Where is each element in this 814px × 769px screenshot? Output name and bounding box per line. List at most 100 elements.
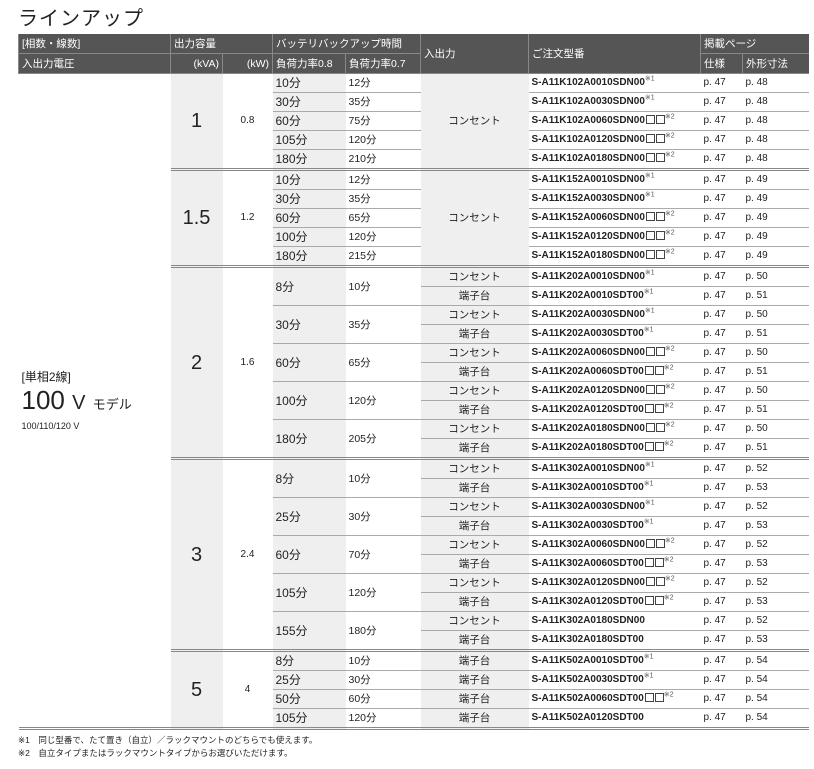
- dim-page-cell: p. 50: [742, 343, 809, 363]
- option-box: [645, 577, 655, 586]
- table-row: 30分 35分 S-A11K152A0030SDN00※1 p. 47 p. 49: [19, 189, 809, 209]
- model-number: S-A11K302A0010SDN00: [531, 463, 645, 474]
- footnote-ref: ※2: [664, 421, 675, 429]
- option-box: [645, 153, 655, 162]
- spec-page-cell: p. 47: [700, 227, 743, 247]
- footnote-ref: ※1: [643, 480, 654, 488]
- model-number: S-A11K152A0060SDN00: [531, 212, 645, 223]
- table-row: 端子台 S-A11K202A0180SDT00 ※2 p. 47 p. 51: [19, 438, 809, 460]
- backup-08-cell: 100分: [272, 227, 346, 247]
- option-box: [644, 693, 654, 702]
- footnote-ref: ※1: [644, 94, 655, 102]
- io-cell: 端子台: [420, 516, 529, 536]
- backup-07-cell: 75分: [345, 111, 421, 131]
- spec-page-cell: p. 47: [700, 73, 743, 93]
- header-pages: 掲載ページ: [699, 34, 809, 54]
- header-subrow: 入出力電圧 (kVA) (kW) 負荷力率0.8 負荷力率0.7 仕様 外形寸法: [18, 53, 809, 74]
- backup-07-cell: 30分: [345, 670, 421, 690]
- model-number: S-A11K152A0030SDN00: [531, 193, 645, 204]
- table-row: 100分 120分 S-A11K152A0120SDN00 ※2 p. 47 p. 49: [19, 227, 809, 247]
- footnote-ref: ※2: [663, 402, 674, 410]
- option-box: [655, 385, 665, 394]
- option-box: [655, 577, 665, 586]
- dim-page-cell: p. 50: [742, 419, 809, 439]
- header-capacity: 出力容量: [170, 34, 273, 54]
- voltage-unit: V: [72, 392, 86, 414]
- spec-page-cell: p. 47: [700, 324, 743, 344]
- model-number: S-A11K302A0180SDN00: [531, 615, 645, 626]
- io-cell: 端子台: [420, 670, 529, 690]
- model-number: S-A11K102A0060SDN00: [531, 115, 645, 126]
- io-cell: コンセント: [420, 497, 529, 517]
- model-number-cell: S-A11K152A0030SDN00※1: [528, 189, 701, 209]
- footnote-ref: ※1: [644, 269, 655, 277]
- dim-page-cell: p. 51: [742, 362, 809, 382]
- model-number-cell: S-A11K302A0060SDT00 ※2: [528, 554, 701, 574]
- header-model: ご注文型番: [528, 34, 701, 74]
- model-number: S-A11K302A0120SDN00: [531, 577, 645, 588]
- backup-07-cell: 10分: [345, 266, 421, 306]
- table-row: 180分 215分 S-A11K152A0180SDN00 ※2 p. 47 p. 49: [19, 246, 809, 268]
- model-number: S-A11K202A0030SDT00: [531, 328, 644, 339]
- footnote-ref: ※1: [644, 461, 655, 469]
- spec-page-cell: p. 47: [700, 670, 743, 690]
- backup-07-cell: 65分: [345, 343, 421, 382]
- option-box: [645, 212, 655, 221]
- backup-08-cell: 10分: [272, 73, 346, 93]
- footnote-ref: ※2: [664, 151, 675, 159]
- spec-page-cell: p. 47: [700, 381, 743, 401]
- kva-cell: 1: [170, 73, 223, 171]
- io-cell: コンセント: [420, 381, 529, 401]
- model-number: S-A11K202A0060SDN00: [531, 347, 645, 358]
- backup-08-cell: 25分: [272, 670, 346, 690]
- model-number: S-A11K202A0180SDT00: [531, 442, 644, 453]
- backup-08-cell: 30分: [272, 305, 346, 344]
- footnote-ref: ※2: [664, 345, 675, 353]
- io-cell: コンセント: [420, 169, 529, 268]
- spec-page-cell: p. 47: [700, 111, 743, 131]
- table-row: 105分 120分 端子台 S-A11K502A0120SDT00 p. 47 p. 54: [19, 708, 809, 730]
- model-number-cell: S-A11K152A0060SDN00 ※2: [528, 208, 701, 228]
- kw-cell: 0.8: [222, 73, 273, 171]
- model-number: S-A11K302A0060SDT00: [531, 558, 644, 569]
- io-cell: 端子台: [420, 286, 529, 306]
- header-kva: (kVA): [170, 53, 223, 74]
- backup-07-cell: 10分: [345, 458, 421, 498]
- table-row: 端子台 S-A11K202A0010SDT00※1 p. 47 p. 51: [19, 286, 809, 306]
- model-number-cell: S-A11K152A0120SDN00 ※2: [528, 227, 701, 247]
- voltage-range: 100/110/120 V: [21, 421, 80, 431]
- model-number: S-A11K302A0010SDT00: [531, 482, 644, 493]
- table-row: 端子台 S-A11K202A0030SDT00※1 p. 47 p. 51: [19, 324, 809, 344]
- dim-page-cell: p. 48: [742, 130, 809, 150]
- dim-page-cell: p. 52: [742, 497, 809, 517]
- footnote-ref: ※1: [644, 307, 655, 315]
- option-box: [655, 134, 665, 143]
- dim-page-cell: p. 49: [742, 227, 809, 247]
- backup-08-cell: 180分: [272, 419, 346, 460]
- option-box: [655, 347, 665, 356]
- model-number-cell: S-A11K302A0010SDT00※1: [528, 478, 701, 498]
- backup-08-cell: 8分: [272, 458, 346, 498]
- spec-page-cell: p. 47: [700, 592, 743, 612]
- backup-08-cell: 105分: [272, 130, 346, 150]
- footnote-ref: ※2: [664, 210, 675, 218]
- model-number: S-A11K502A0060SDT00: [531, 693, 644, 704]
- spec-page-cell: p. 47: [700, 305, 743, 325]
- option-box: [654, 558, 664, 567]
- table-row: 端子台 S-A11K202A0060SDT00 ※2 p. 47 p. 51: [19, 362, 809, 382]
- table-row: 105分 120分 S-A11K102A0120SDN00 ※2 p. 47 p. 48: [19, 130, 809, 150]
- option-box: [655, 212, 665, 221]
- dim-page-cell: p. 53: [742, 554, 809, 574]
- dim-page-cell: p. 48: [742, 92, 809, 112]
- footnote-ref: ※1: [643, 326, 654, 334]
- kva-cell: 1.5: [170, 169, 223, 268]
- table-row: 端子台 S-A11K302A0030SDT00※1 p. 47 p. 53: [19, 516, 809, 536]
- spec-page-cell: p. 47: [700, 343, 743, 363]
- spec-page-cell: p. 47: [700, 438, 743, 460]
- option-box: [654, 596, 664, 605]
- model-number-cell: S-A11K302A0120SDT00 ※2: [528, 592, 701, 612]
- backup-08-cell: 100分: [272, 381, 346, 420]
- footnote-ref: ※2: [664, 248, 675, 256]
- model-number-cell: S-A11K202A0060SDN00 ※2: [528, 343, 701, 363]
